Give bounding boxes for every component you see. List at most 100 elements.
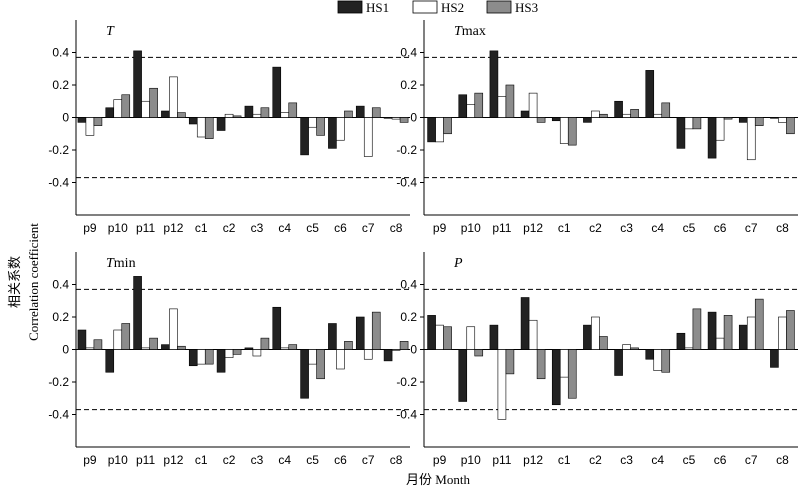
bar-hs2-p12 [169, 308, 178, 350]
panel-2: 0.4 0.2 0 -0.2 -0.4 Tmax p9 p10 p11 p12 c1 c2 c3 c4 c5… [396, 20, 798, 235]
y-tick-label: 0.2 [400, 78, 417, 92]
bar-hs1-c7 [355, 105, 365, 118]
panel-3: 0.4 0.2 0 -0.2 -0.4 Tmin p9 p10 p11 p12 c1 c2 c3 c4 c5… [48, 252, 410, 467]
bar-hs2-p12 [528, 319, 538, 350]
bar-hs3-p12 [536, 117, 546, 123]
y-tick-label: 0 [62, 343, 69, 357]
x-tick-label: c6 [714, 221, 727, 235]
bar-hs3-p9 [93, 339, 103, 350]
bar-hs2-c5 [308, 349, 317, 365]
bar-hs1-c7 [738, 117, 748, 123]
x-tick-label: c7 [745, 453, 758, 467]
bar-hs1-c5 [300, 117, 309, 156]
bar-hs2-c7 [746, 316, 756, 350]
bar-hs2-p9 [85, 117, 95, 136]
x-tick-label: c4 [651, 453, 664, 467]
x-tick-label: c3 [251, 453, 264, 467]
bar-hs3-c3 [630, 109, 639, 118]
x-tick-label: c2 [589, 221, 602, 235]
bar-hs2-c8 [391, 349, 401, 351]
panel-1: 0.4 0.2 0 -0.2 -0.4 Tp9 p10 p11 p12 c1 c2 c3 c4 c5 c6 c… [48, 20, 410, 235]
bar-hs2-c3 [252, 349, 262, 357]
y-tick-label: 0.4 [400, 278, 417, 292]
bar-hs1-c2 [583, 117, 592, 123]
bar-hs1-c3 [244, 105, 254, 118]
bar-hs1-p12 [161, 110, 170, 118]
bar-hs2-p11 [497, 96, 507, 118]
bar-hs1-c3 [614, 349, 623, 376]
bar-hs1-c8 [770, 117, 779, 119]
bar-hs3-p12 [177, 345, 186, 350]
bar-hs1-p10 [105, 349, 115, 373]
bar-hs1-c6 [328, 117, 337, 149]
y-tick-label: 0.2 [52, 78, 69, 92]
x-tick-label: c5 [306, 221, 319, 235]
bar-hs3-c5 [316, 349, 325, 380]
bar-hs2-c4 [653, 349, 663, 371]
legend-swatch [412, 0, 438, 14]
bar-hs3-p9 [93, 117, 103, 126]
bar-hs2-c6 [336, 117, 345, 141]
bar-hs2-c4 [280, 347, 290, 350]
bar-hs1-c7 [355, 316, 365, 350]
bar-hs1-c3 [614, 100, 623, 118]
x-tick-label: c3 [251, 221, 264, 235]
x-tick-label: c2 [589, 453, 602, 467]
bar-hs2-c5 [684, 347, 694, 350]
bar-hs2-p11 [141, 347, 150, 350]
x-tick-label: c1 [558, 221, 571, 235]
bar-hs3-p10 [474, 92, 484, 118]
bar-hs2-c1 [196, 117, 206, 138]
bar-hs2-c7 [363, 349, 373, 360]
bar-hs2-c6 [715, 337, 725, 350]
legend: HS1 HS2 HS3 [337, 0, 538, 15]
y-tick-label: -0.4 [48, 176, 69, 190]
bar-hs2-c1 [559, 349, 569, 378]
bar-hs1-c2 [583, 324, 592, 350]
bar-hs1-p10 [105, 107, 115, 118]
x-tick-label: c8 [776, 453, 789, 467]
bar-hs2-c4 [280, 112, 290, 118]
bar-hs3-p12 [536, 349, 546, 380]
y-tick-label: 0.4 [52, 46, 69, 60]
x-tick-label: c6 [714, 453, 727, 467]
bar-hs1-c4 [645, 70, 655, 118]
y-tick-label: -0.2 [396, 375, 417, 389]
bar-hs2-p10 [466, 326, 476, 350]
y-tick-label: -0.4 [396, 408, 417, 422]
x-tick-label: c6 [334, 221, 347, 235]
bar-hs1-p11 [489, 324, 499, 350]
bar-hs1-c6 [707, 311, 717, 350]
bar-hs3-c6 [344, 341, 353, 350]
bar-hs3-c7 [754, 298, 764, 350]
x-tick-label: p9 [83, 453, 97, 467]
panel-title: P [453, 256, 463, 271]
bar-hs3-c8 [786, 117, 795, 135]
x-tick-label: c1 [195, 221, 208, 235]
bar-hs2-p9 [435, 117, 444, 143]
bar-hs1-c4 [272, 66, 282, 118]
x-tick-label: c4 [651, 221, 664, 235]
x-tick-label: p11 [492, 221, 511, 235]
x-tick-label: c4 [278, 221, 291, 235]
bar-hs3-c3 [260, 337, 270, 350]
bar-hs2-c2 [591, 110, 600, 118]
legend-label: HS3 [515, 0, 538, 15]
bar-hs1-p9 [427, 315, 436, 350]
x-tick-label: c2 [223, 221, 236, 235]
bar-hs1-c4 [272, 306, 282, 350]
x-tick-label: p9 [433, 453, 447, 467]
x-tick-label: c8 [776, 221, 789, 235]
x-tick-label: c7 [745, 221, 758, 235]
bar-hs1-c1 [551, 349, 561, 406]
x-tick-label: c8 [390, 221, 403, 235]
bar-hs3-c7 [371, 107, 381, 118]
y-axis-label-en: Correlation coefficient [26, 223, 41, 341]
bar-hs3-c8 [786, 310, 795, 350]
bar-hs1-p12 [161, 344, 170, 350]
bar-hs3-c7 [754, 117, 764, 126]
x-tick-label: p10 [461, 453, 481, 467]
bar-hs1-p10 [458, 94, 468, 118]
x-axis-label: 月份 Month [406, 472, 470, 487]
